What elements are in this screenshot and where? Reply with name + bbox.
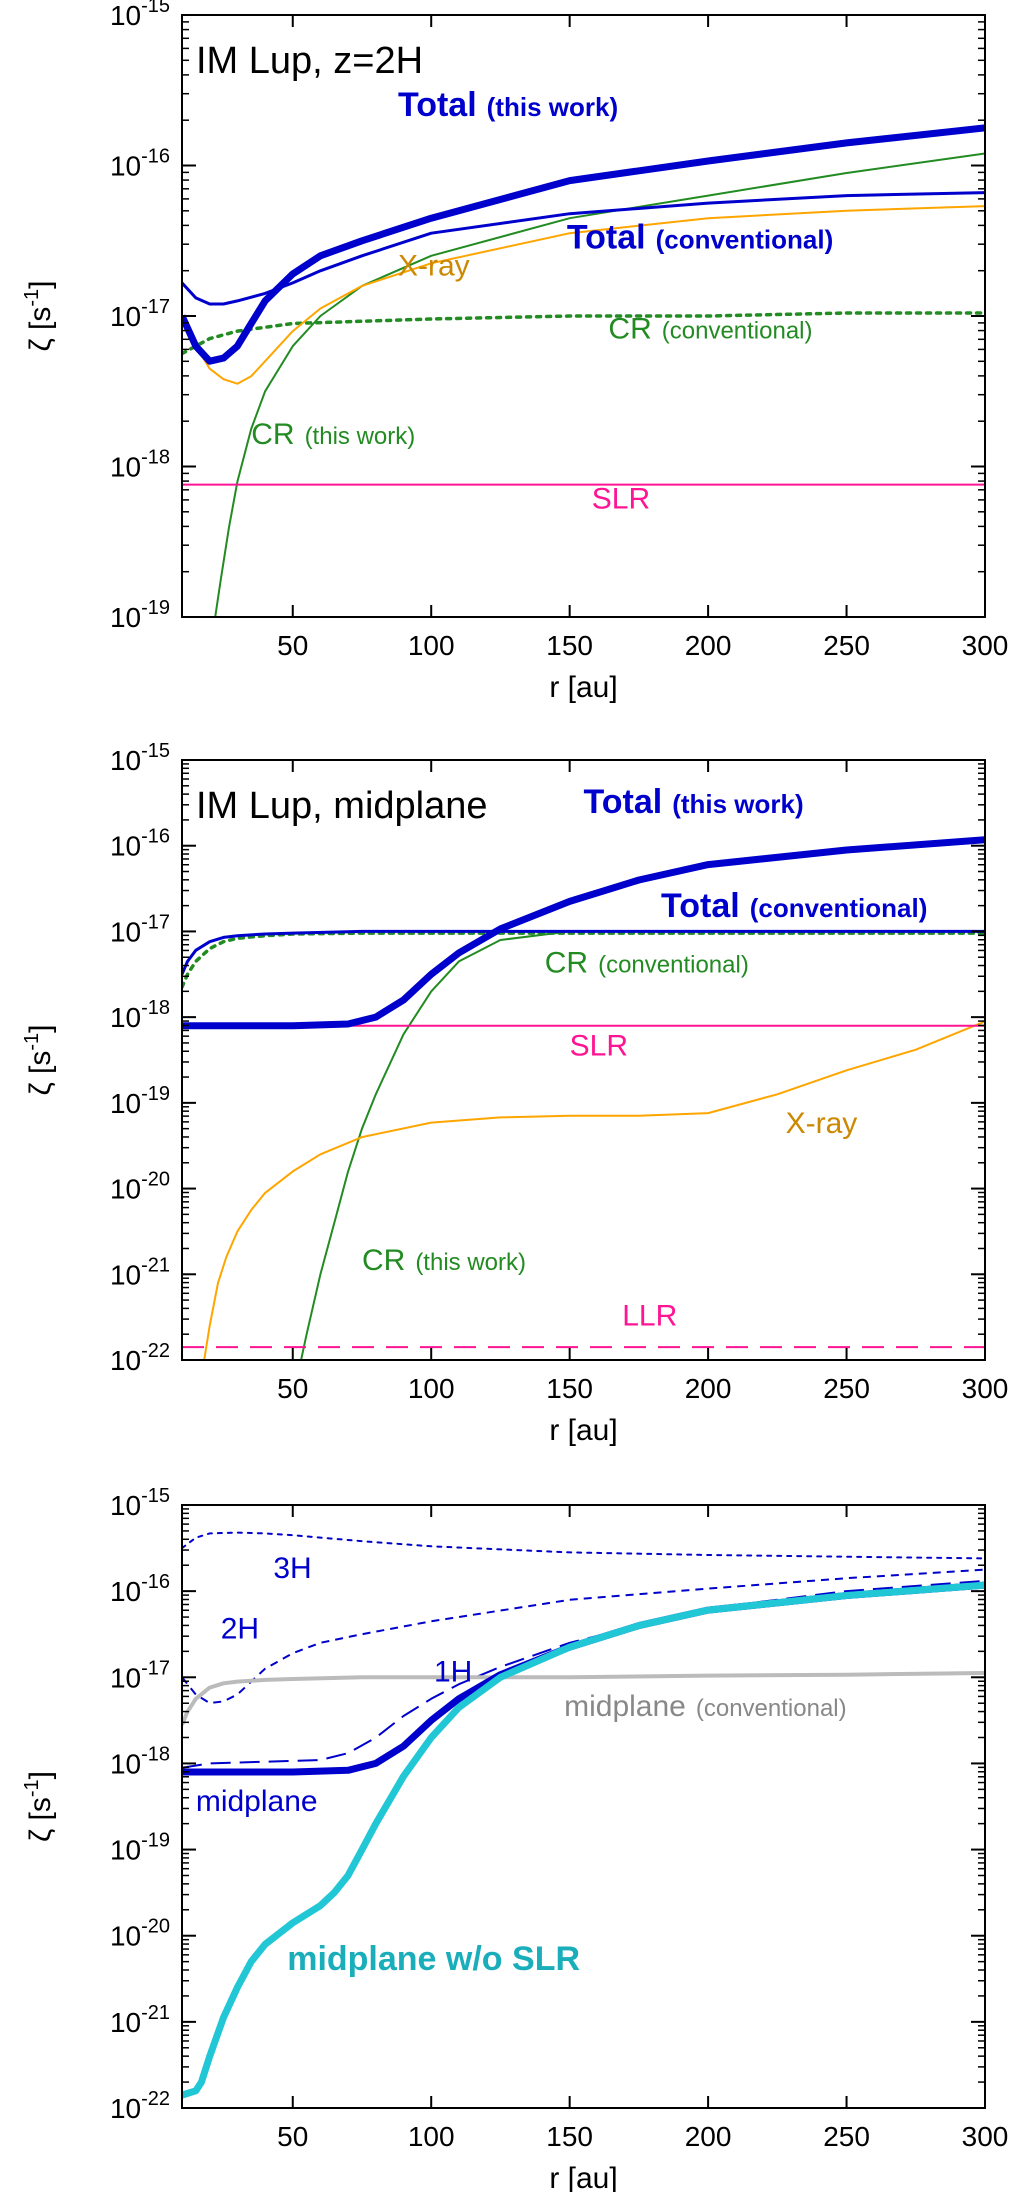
- series-annotation: LLR: [622, 1300, 677, 1333]
- y-tick-label: 10-19: [110, 597, 170, 633]
- series-line-total-conventional: [182, 191, 985, 306]
- series-line-total-this-work: [182, 836, 985, 1030]
- series-annotation: 1H: [434, 1656, 472, 1689]
- x-tick-label: 150: [546, 1373, 593, 1404]
- series-line-total-conventional: [182, 929, 985, 975]
- x-tick-label: 250: [823, 1373, 870, 1404]
- panel-z2h: 50 100 150 200 250 300 10-19 10-18 10-17 10-16 10-…: [21, 0, 1008, 704]
- series-annotation: SLR: [592, 483, 650, 516]
- series-line-2h: [182, 1568, 985, 1705]
- series-annotation: midplane (conventional): [564, 1690, 847, 1723]
- y-axis-title: ζ [s-1]: [21, 280, 57, 351]
- series-line-x-ray: [203, 1020, 985, 1360]
- y-tick-label: 10-15: [110, 1485, 170, 1521]
- series-line-midplane-conventional: [182, 1671, 985, 1726]
- series-annotation: CR (this work): [362, 1244, 526, 1277]
- x-axis-title: r [au]: [549, 1414, 617, 1447]
- x-axis-title: r [au]: [549, 2162, 617, 2192]
- series-annotation: SLR: [570, 1030, 628, 1063]
- series-annotation: CR (conventional): [545, 947, 749, 980]
- series-annotation: midplane: [196, 1785, 318, 1818]
- y-tick-label: 10-16: [110, 146, 170, 182]
- plot-frame: [181, 759, 986, 1361]
- x-tick-label: 250: [823, 630, 870, 661]
- y-tick-label: 10-22: [110, 1340, 170, 1376]
- panel-heights: 50 100 150 200 250 300 10-22 10-21 10-20 10-19 10-…: [21, 1485, 1008, 2192]
- series-annotation: Total (conventional): [567, 218, 833, 256]
- y-tick-label: 10-20: [110, 1916, 170, 1952]
- y-tick-label: 10-16: [110, 826, 170, 862]
- series-annotation: 2H: [221, 1613, 259, 1646]
- y-tick-label: 10-21: [110, 1254, 170, 1290]
- series-group: [182, 836, 985, 1360]
- y-tick-label: 10-16: [110, 1571, 170, 1607]
- series-annotation: Total (this work): [584, 783, 804, 821]
- series-line-3h: [182, 1531, 985, 1560]
- x-tick-label: 250: [823, 2121, 870, 2152]
- x-tick-label: 100: [408, 1373, 455, 1404]
- y-tick-label: 10-17: [110, 296, 170, 332]
- series-annotation: X-ray: [398, 249, 470, 282]
- y-tick-label: 10-15: [110, 0, 170, 31]
- series-annotation: Total (conventional): [661, 887, 927, 925]
- x-tick-label: 200: [685, 2121, 732, 2152]
- x-tick-label: 50: [277, 1373, 308, 1404]
- series-line-total-this-work: [182, 124, 985, 365]
- x-tick-label: 200: [685, 1373, 732, 1404]
- series-annotation: X-ray: [786, 1107, 858, 1140]
- y-tick-label: 10-19: [110, 1083, 170, 1119]
- y-tick-label: 10-20: [110, 1169, 170, 1205]
- x-tick-label: 300: [962, 630, 1009, 661]
- series-annotation: CR (this work): [251, 418, 415, 451]
- plot-frame: [181, 1504, 986, 2109]
- series-line-cr-conventional: [182, 311, 985, 356]
- y-tick-label: 10-18: [110, 997, 170, 1033]
- series-line-x-ray: [182, 205, 985, 385]
- panel-title: IM Lup, z=2H: [196, 40, 423, 82]
- x-tick-label: 150: [546, 630, 593, 661]
- y-tick-label: 10-22: [110, 2088, 170, 2124]
- series-group: [182, 124, 985, 617]
- x-axis-title: r [au]: [549, 671, 617, 704]
- x-tick-label: 50: [277, 2121, 308, 2152]
- y-axis-title: ζ [s-1]: [21, 1024, 57, 1095]
- y-tick-label: 10-17: [110, 911, 170, 947]
- x-tick-label: 50: [277, 630, 308, 661]
- series-annotation: 3H: [273, 1552, 311, 1585]
- series-group: [182, 1531, 985, 2099]
- x-tick-label: 300: [962, 2121, 1009, 2152]
- y-tick-label: 10-21: [110, 2002, 170, 2038]
- y-tick-label: 10-19: [110, 1830, 170, 1866]
- y-axis-title: ζ [s-1]: [21, 1771, 57, 1842]
- x-tick-label: 100: [408, 630, 455, 661]
- series-annotation: Total (this work): [398, 86, 618, 124]
- x-tick-label: 300: [962, 1373, 1009, 1404]
- series-line-midplane-w-o-slr: [182, 1581, 985, 2099]
- x-tick-label: 100: [408, 2121, 455, 2152]
- panel-midplane: 50 100 150 200 250 300 10-22 10-21 10-20 10-19 10-…: [21, 740, 1008, 1447]
- series-annotation: CR (conventional): [608, 313, 812, 346]
- x-tick-label: 150: [546, 2121, 593, 2152]
- panel-title: IM Lup, midplane: [196, 785, 488, 827]
- y-tick-label: 10-18: [110, 447, 170, 483]
- y-tick-label: 10-17: [110, 1657, 170, 1693]
- series-annotation: midplane w/o SLR: [287, 1940, 580, 1978]
- y-tick-label: 10-15: [110, 740, 170, 776]
- series-line-cr-this-work: [214, 152, 985, 617]
- y-tick-label: 10-18: [110, 1743, 170, 1779]
- x-tick-label: 200: [685, 630, 732, 661]
